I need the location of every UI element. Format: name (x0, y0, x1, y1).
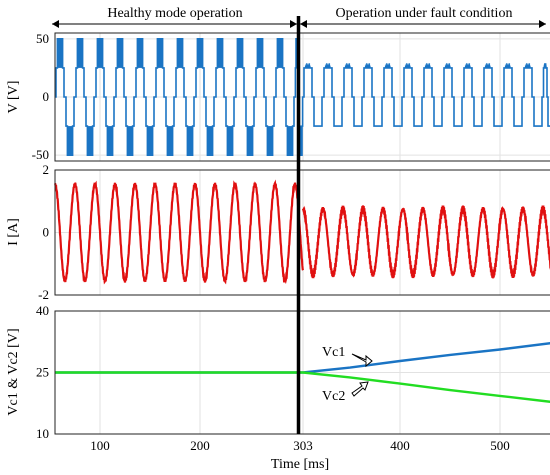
x-tick-label: 200 (190, 438, 210, 453)
y-tick-label: -50 (32, 147, 49, 162)
header: Healthy mode operation Operation under f… (52, 6, 546, 28)
pwm-block (167, 126, 173, 156)
pwm-block (67, 126, 73, 156)
y-tick-label: -2 (38, 287, 49, 302)
voltage-plot-frame (54, 32, 550, 162)
pwm-block (77, 38, 83, 68)
pwm-block (287, 126, 293, 156)
y-tick-label: 2 (43, 162, 50, 177)
pwm-block (227, 126, 233, 156)
pwm-block (57, 38, 63, 68)
pwm-block (147, 126, 153, 156)
current-line (53, 179, 305, 285)
healthy-arrow-left-head (52, 20, 59, 28)
time-x-ticks: 100 200 303 400 500 (90, 438, 510, 453)
voltage-line (55, 38, 304, 156)
vc1-label: Vc1 (322, 345, 345, 360)
y-tick-label: 0 (43, 225, 50, 240)
current-y-axis-label: I [A] (6, 218, 21, 246)
vc1-pointer-arrow (351, 353, 373, 368)
voltage-y-axis-label: V [V] (6, 81, 21, 114)
pwm-block (299, 126, 303, 156)
time-x-axis-label: Time [ms] (271, 457, 329, 472)
pwm-block (197, 38, 203, 68)
capacitor-y-axis-label: Vc1 & Vc2 [V] (6, 328, 21, 415)
healthy-mode-label: Healthy mode operation (107, 6, 242, 21)
pwm-block (247, 126, 253, 156)
pwm-block (157, 38, 163, 68)
capacitor-y-ticks: 10 25 40 (36, 303, 49, 441)
y-tick-label: 50 (36, 31, 49, 46)
y-tick-label: 10 (36, 426, 49, 441)
pwm-block (217, 38, 223, 68)
pwm-block (127, 126, 133, 156)
current-panel: -2 0 2 I [A] (6, 162, 550, 302)
capacitor-plot-frame (54, 310, 550, 435)
voltage-panel: -50 0 50 V [V] (6, 31, 550, 162)
x-tick-label: 500 (490, 438, 510, 453)
y-tick-label: 40 (36, 303, 49, 318)
voltage-y-ticks: -50 0 50 (32, 31, 49, 162)
pwm-block (117, 38, 123, 68)
fault-arrow-right-head (539, 20, 546, 28)
fault-condition-label: Operation under fault condition (336, 6, 513, 21)
pwm-block (97, 38, 103, 68)
current-trace (53, 179, 550, 285)
capacitor-traces (55, 342, 550, 403)
current-line (301, 205, 550, 279)
current-plot-frame (54, 169, 550, 296)
pwm-block (237, 38, 243, 68)
pwm-block (107, 126, 113, 156)
x-tick-label: 400 (390, 438, 410, 453)
y-tick-label: 25 (36, 365, 49, 380)
vc2-label: Vc2 (322, 389, 345, 404)
pwm-block (187, 126, 193, 156)
healthy-arrow-right-head (290, 20, 297, 28)
pwm-block (257, 38, 263, 68)
vc2-pointer-arrow (351, 381, 369, 397)
pwm-block (87, 126, 93, 156)
x-tick-label: 303 (293, 438, 313, 453)
current-y-ticks: -2 0 2 (38, 162, 49, 302)
voltage-line (303, 67, 550, 127)
pwm-block (277, 38, 283, 68)
pwm-block (137, 38, 143, 68)
fault-arrow-left-head (300, 20, 307, 28)
pwm-block (207, 126, 213, 156)
pwm-block (177, 38, 183, 68)
y-tick-label: 0 (43, 89, 50, 104)
voltage-trace (55, 38, 550, 156)
pwm-block (267, 126, 273, 156)
vc2-line (55, 371, 550, 403)
x-tick-label: 100 (90, 438, 110, 453)
capacitor-panel: 10 25 40 100 200 303 400 500 Vc1 & Vc2 [V] Tim… (6, 303, 550, 472)
